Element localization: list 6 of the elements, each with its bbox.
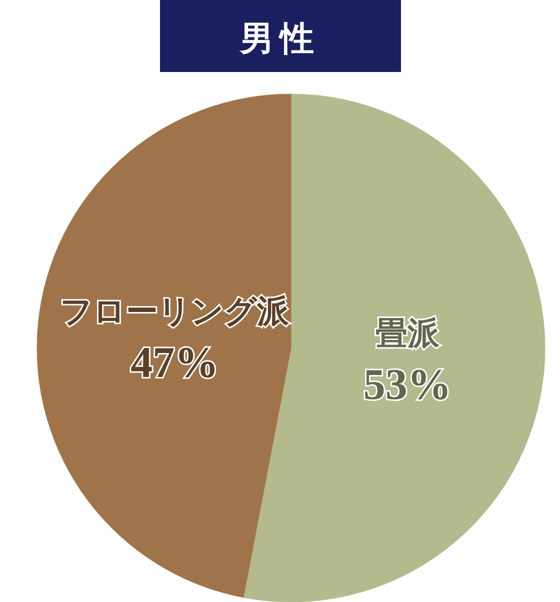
chart-title: 男性: [239, 19, 320, 59]
slice-label: フローリング派: [60, 293, 290, 330]
data-label: 47%: [130, 338, 219, 388]
pie-slice: [36, 94, 292, 598]
data-label: 53%: [363, 360, 452, 409]
slice-label: 畳派: [375, 314, 440, 351]
